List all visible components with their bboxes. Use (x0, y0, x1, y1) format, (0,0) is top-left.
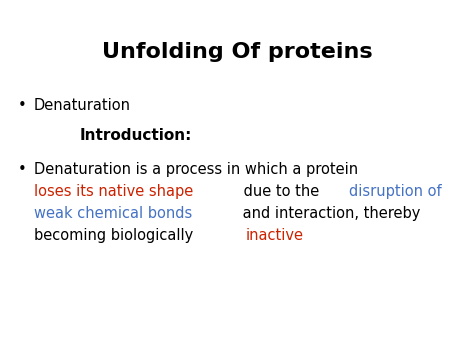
Text: due to the: due to the (239, 184, 324, 199)
Text: •: • (18, 162, 27, 177)
Text: Introduction:: Introduction: (80, 128, 192, 143)
Text: Denaturation: Denaturation (34, 98, 131, 113)
Text: Unfolding Of proteins: Unfolding Of proteins (102, 42, 372, 62)
Text: Denaturation is a process in which a protein: Denaturation is a process in which a pro… (34, 162, 358, 177)
Text: loses its native shape: loses its native shape (34, 184, 193, 199)
Text: becoming biologically: becoming biologically (34, 228, 198, 243)
Text: and interaction, thereby: and interaction, thereby (238, 206, 420, 221)
Text: •: • (18, 98, 27, 113)
Text: inactive: inactive (246, 228, 303, 243)
Text: weak chemical bonds: weak chemical bonds (34, 206, 192, 221)
Text: disruption of: disruption of (349, 184, 442, 199)
